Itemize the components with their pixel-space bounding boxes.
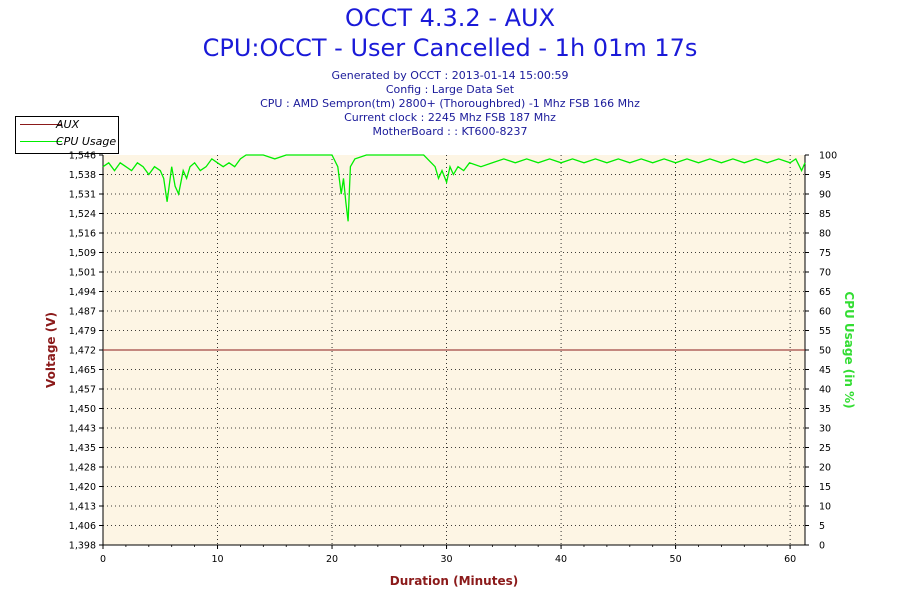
y2-tick-label: 40 bbox=[819, 385, 831, 396]
legend-swatch-cpu-usage bbox=[20, 141, 62, 142]
info-motherboard: MotherBoard : : KT600-8237 bbox=[372, 125, 528, 138]
chart-subtitle: CPU:OCCT - User Cancelled - 1h 01m 17s bbox=[202, 34, 698, 62]
y-tick-label: 1,531 bbox=[69, 190, 96, 201]
y-tick-label: 1,465 bbox=[69, 365, 96, 376]
y2-tick-label: 100 bbox=[819, 151, 837, 162]
y2-tick-label: 45 bbox=[819, 365, 831, 376]
y-tick-label: 1,501 bbox=[69, 268, 96, 279]
y2-tick-label: 85 bbox=[819, 209, 831, 220]
x-tick-label: 0 bbox=[100, 554, 106, 565]
y2-tick-label: 60 bbox=[819, 307, 831, 318]
legend-item-cpu-usage: CPU Usage bbox=[16, 134, 118, 150]
y-tick-label: 1,472 bbox=[69, 346, 96, 357]
y2-tick-label: 30 bbox=[819, 424, 831, 435]
x-tick-label: 60 bbox=[784, 554, 796, 565]
y2-tick-label: 65 bbox=[819, 287, 831, 298]
x-tick-label: 10 bbox=[211, 554, 223, 565]
legend-item-aux: AUX bbox=[16, 117, 118, 133]
y-tick-label: 1,509 bbox=[69, 248, 96, 259]
y2-tick-label: 10 bbox=[819, 502, 831, 513]
y-tick-label: 1,546 bbox=[69, 151, 96, 162]
y2-axis-title: CPU Usage (in %) bbox=[842, 291, 856, 408]
y2-tick-label: 20 bbox=[819, 463, 831, 474]
y-tick-label: 1,457 bbox=[69, 385, 96, 396]
y-tick-label: 1,538 bbox=[69, 170, 96, 181]
y2-tick-label: 75 bbox=[819, 248, 831, 259]
x-tick-label: 50 bbox=[670, 554, 682, 565]
y2-tick-label: 50 bbox=[819, 346, 831, 357]
legend-label-aux: AUX bbox=[56, 118, 80, 131]
x-tick-label: 30 bbox=[441, 554, 453, 565]
x-tick-label: 20 bbox=[326, 554, 338, 565]
legend-swatch-aux bbox=[20, 124, 62, 125]
x-axis-title: Duration (Minutes) bbox=[390, 574, 518, 588]
chart-title: OCCT 4.3.2 - AUX bbox=[344, 4, 556, 32]
y-tick-label: 1,443 bbox=[69, 424, 96, 435]
y-tick-label: 1,479 bbox=[69, 326, 96, 337]
y2-tick-label: 80 bbox=[819, 229, 831, 240]
y-tick-label: 1,435 bbox=[69, 443, 96, 454]
y-tick-label: 1,413 bbox=[69, 502, 96, 513]
y2-tick-label: 35 bbox=[819, 404, 831, 415]
y-tick-label: 1,450 bbox=[69, 404, 96, 415]
info-generated: Generated by OCCT : 2013-01-14 15:00:59 bbox=[331, 69, 569, 82]
y-tick-label: 1,428 bbox=[69, 463, 96, 474]
y-tick-label: 1,487 bbox=[69, 307, 96, 318]
y-tick-label: 1,420 bbox=[69, 482, 96, 493]
y2-tick-label: 70 bbox=[819, 268, 831, 279]
info-cpu: CPU : AMD Sempron(tm) 2800+ (Thoroughbre… bbox=[260, 97, 640, 110]
info-config: Config : Large Data Set bbox=[385, 83, 515, 96]
x-tick-label: 40 bbox=[555, 554, 567, 565]
legend-label-cpu-usage: CPU Usage bbox=[56, 135, 117, 148]
chart-legend: AUX CPU Usage bbox=[15, 116, 119, 154]
y-tick-label: 1,398 bbox=[69, 541, 96, 552]
y-tick-label: 1,406 bbox=[69, 521, 96, 532]
y-tick-label: 1,494 bbox=[69, 287, 96, 298]
y2-tick-label: 90 bbox=[819, 190, 831, 201]
y-tick-label: 1,524 bbox=[69, 209, 96, 220]
y2-tick-label: 95 bbox=[819, 170, 831, 181]
y2-tick-label: 25 bbox=[819, 443, 831, 454]
info-clock: Current clock : 2245 Mhz FSB 187 Mhz bbox=[344, 111, 556, 124]
y2-tick-label: 55 bbox=[819, 326, 831, 337]
y2-tick-label: 0 bbox=[819, 541, 825, 552]
series-line-cpu-usage bbox=[102, 154, 806, 222]
y-axis-title: Voltage (V) bbox=[44, 312, 58, 388]
y-tick-label: 1,516 bbox=[69, 229, 96, 240]
y2-tick-label: 15 bbox=[819, 482, 831, 493]
y2-tick-label: 5 bbox=[819, 521, 825, 532]
